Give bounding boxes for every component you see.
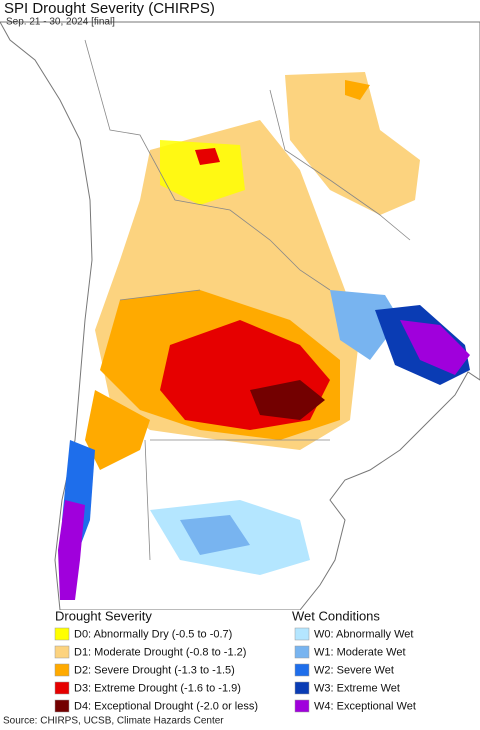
subtitle: Sep. 21 - 30, 2024 [final]: [6, 17, 115, 28]
legend-label: W2: Severe Wet: [314, 664, 394, 676]
w4-area: [58, 500, 85, 600]
w1-area: [180, 515, 250, 555]
d1-area: [285, 72, 420, 215]
legend-swatch: [294, 699, 310, 713]
legend-label: W4: Exceptional Wet: [314, 700, 416, 712]
legend-swatch: [54, 681, 70, 695]
legend-label: W0: Abnormally Wet: [314, 628, 413, 640]
legend-swatch: [294, 645, 310, 659]
legend-label: W1: Moderate Wet: [314, 646, 406, 658]
d0-area: [160, 140, 245, 205]
legend: D0: Abnormally Dry (-0.5 to -0.7) D1: Mod…: [54, 627, 416, 713]
w1-area: [330, 290, 400, 360]
legend-label: W3: Extreme Wet: [314, 682, 400, 694]
legend-swatch: [294, 627, 310, 641]
title: SPI Drought Severity (CHIRPS): [4, 0, 215, 17]
source: Source: CHIRPS, UCSB, Climate Hazards Ce…: [3, 716, 224, 727]
d4-area: [250, 380, 325, 420]
legend-swatch: [54, 699, 70, 713]
legend-swatch: [294, 663, 310, 677]
legend-title: Drought Severity: [55, 608, 152, 623]
legend-swatch: [54, 663, 70, 677]
d2-area: [345, 80, 370, 100]
w4-area: [400, 320, 470, 375]
legend-label: D2: Severe Drought (-1.3 to -1.5): [74, 664, 235, 676]
legend-label: D1: Moderate Drought (-0.8 to -1.2): [74, 646, 246, 658]
legend-swatch: [54, 627, 70, 641]
legend-title: Wet Conditions: [292, 608, 380, 623]
legend-panel: [0, 610, 480, 710]
legend-label: D0: Abnormally Dry (-0.5 to -0.7): [74, 628, 232, 640]
borders: [84, 39, 411, 561]
legend-swatch: [54, 645, 70, 659]
d3-area: [195, 148, 220, 165]
d2-area: [85, 390, 150, 470]
legend-label: D4: Exceptional Drought (-2.0 or less): [74, 700, 258, 712]
legend-swatch: [294, 681, 310, 695]
legend-label: D3: Extreme Drought (-1.6 to -1.9): [74, 682, 241, 694]
